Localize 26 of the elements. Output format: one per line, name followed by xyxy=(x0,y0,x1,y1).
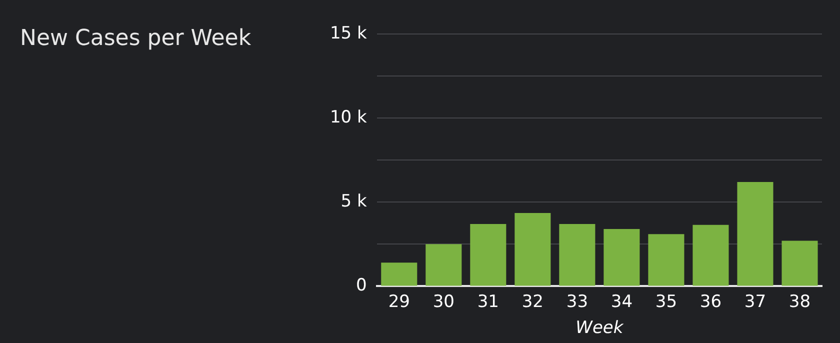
bar xyxy=(648,234,684,286)
text: New Cases per Week xyxy=(20,26,252,51)
x-tick-label: 29 xyxy=(388,292,410,312)
bar xyxy=(426,244,462,286)
bar xyxy=(737,182,774,286)
bar xyxy=(559,224,596,286)
y-tick-label: 10 k xyxy=(330,107,368,128)
bar xyxy=(692,224,729,286)
x-tick-label: 31 xyxy=(477,292,499,312)
bar xyxy=(604,229,640,286)
y-tick-label: 0 xyxy=(356,276,367,296)
x-tick-label: 30 xyxy=(432,292,454,312)
bar xyxy=(470,224,506,286)
y-tick-label: 15 k xyxy=(330,23,368,44)
x-tick-label: 36 xyxy=(700,292,722,312)
x-tick-label: 32 xyxy=(522,292,544,312)
x-axis-title: Week xyxy=(576,318,624,338)
bar xyxy=(514,213,551,286)
x-tick-label: 37 xyxy=(744,292,766,312)
y-tick-label: 5 k xyxy=(340,192,368,212)
x-tick-label: 35 xyxy=(655,292,678,312)
bar xyxy=(782,240,818,286)
bar xyxy=(381,262,418,286)
x-tick-label: 33 xyxy=(566,292,588,312)
x-tick-label: 34 xyxy=(610,292,633,312)
x-tick-label: 38 xyxy=(788,292,811,312)
